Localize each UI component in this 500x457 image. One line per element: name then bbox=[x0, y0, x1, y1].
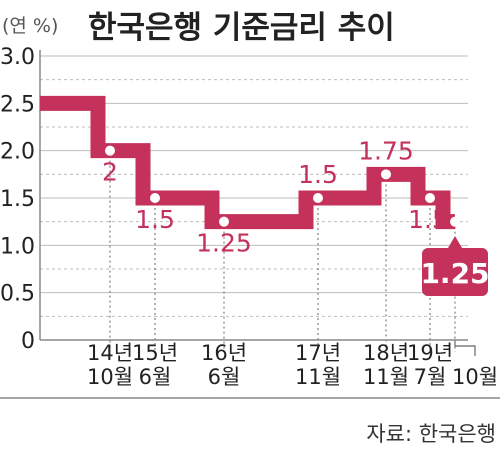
data-label: 1.5 bbox=[298, 160, 338, 189]
data-point-marker bbox=[381, 169, 391, 180]
label-layer: 2 1.5 1.25 1.5 1.75 1.5 1.25 bbox=[102, 136, 490, 296]
axis-layer: 00.51.01.52.02.53.014년10월15년6월16년6월17년11… bbox=[0, 45, 498, 389]
x-tick-label-month: 6월 bbox=[139, 365, 172, 389]
data-point-marker bbox=[313, 193, 323, 203]
y-tick-label: 1.0 bbox=[0, 234, 35, 259]
y-tick-label: 0 bbox=[21, 329, 35, 354]
y-tick-label: 0.5 bbox=[0, 282, 35, 307]
unit-label: (연 %) bbox=[2, 15, 58, 37]
x-tick-label-year: 18년 bbox=[363, 341, 409, 365]
x-tick-label-month: 11월 bbox=[363, 365, 409, 389]
data-label-highlight: 1.25 bbox=[420, 257, 489, 290]
data-label: 1.5 bbox=[408, 205, 448, 234]
data-point-marker bbox=[150, 193, 160, 203]
y-tick-label: 1.5 bbox=[0, 187, 35, 212]
data-label: 2 bbox=[102, 158, 118, 187]
x-tick-label-year: 14년 bbox=[87, 341, 133, 365]
highlight-label-pointer bbox=[448, 236, 462, 248]
x-tick-label-month: 7월 bbox=[414, 365, 447, 389]
x-tick-label-month: 10월 bbox=[452, 365, 498, 389]
y-tick-label: 2.0 bbox=[0, 140, 35, 165]
data-label: 1.25 bbox=[196, 229, 252, 258]
highlight-label-box bbox=[422, 248, 488, 296]
x-tick-label-year: 17년 bbox=[295, 341, 341, 365]
y-tick-label: 3.0 bbox=[0, 45, 35, 70]
data-point-marker bbox=[425, 193, 435, 203]
source-note: 자료: 한국은행 bbox=[366, 422, 496, 446]
x-tick-label-month: 10월 bbox=[87, 365, 133, 389]
x-tick-label-month: 11월 bbox=[295, 365, 341, 389]
last-label-bracket bbox=[454, 340, 476, 356]
x-tick-label-year: 15년 bbox=[132, 341, 178, 365]
data-label: 1.5 bbox=[135, 205, 175, 234]
x-tick-label-month: 6월 bbox=[208, 365, 241, 389]
data-point-marker bbox=[450, 216, 460, 227]
x-tick-label-year: 16년 bbox=[201, 341, 247, 365]
chart-title: 한국은행 기준금리 추이 bbox=[88, 10, 395, 46]
data-point-marker bbox=[219, 216, 229, 227]
data-label: 1.75 bbox=[358, 136, 414, 165]
y-tick-label: 2.5 bbox=[0, 92, 35, 117]
data-point-marker bbox=[105, 145, 115, 156]
x-tick-label-year: 19년 bbox=[407, 341, 453, 365]
